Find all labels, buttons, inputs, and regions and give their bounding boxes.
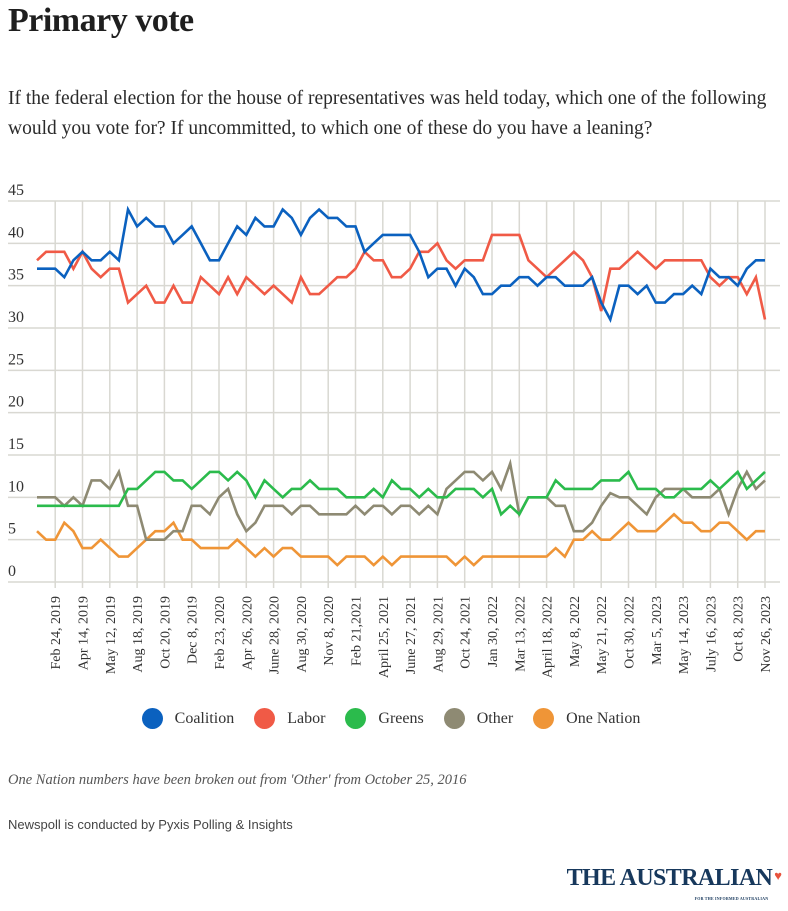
x-tick-label: April 18, 2022: [541, 596, 556, 678]
y-tick-label: 0: [8, 563, 16, 580]
australia-map-icon: ♥: [774, 868, 782, 883]
x-tick-label: May 12, 2019: [104, 596, 119, 674]
source-note: Newspoll is conducted by Pyxis Polling &…: [8, 817, 293, 832]
x-tick-label: Nov 26, 2023: [759, 596, 774, 673]
x-tick-label: April 25, 2021: [377, 596, 392, 678]
y-tick-label: 15: [8, 436, 24, 453]
series-lines: [36, 205, 767, 567]
x-gridlines: [54, 201, 766, 588]
x-tick-label: Jan 30, 2022: [486, 596, 501, 667]
x-tick-label: Feb 21,2021: [350, 596, 365, 666]
x-tick-label: Mar 13, 2022: [513, 596, 528, 672]
legend-label: Labor: [287, 709, 326, 727]
logo-tagline: FOR THE INFORMED AUSTRALIAN: [694, 896, 769, 901]
legend-item-coalition[interactable]: Coalition: [141, 708, 235, 729]
legend-item-other[interactable]: Other: [443, 708, 514, 729]
y-tick-label: 25: [8, 351, 24, 368]
series-line-other: [37, 458, 766, 541]
legend-label: One Nation: [566, 709, 641, 727]
y-tick-label: 30: [8, 309, 24, 326]
x-tick-label: Apr 26, 2020: [240, 596, 255, 670]
x-tick-label: Aug 30, 2020: [295, 596, 310, 673]
line-chart: 0 5 10 15 20 25 30 35 40 45 Feb 24, 2019 Apr 14, 2…: [8, 182, 780, 678]
series-line-labor: [36, 233, 767, 320]
legend-dot-labor-icon: [254, 708, 276, 729]
legend-item-one-nation[interactable]: One Nation: [533, 708, 640, 729]
x-tick-label: Aug 29, 2021: [431, 596, 446, 673]
series-line-coalition: [37, 205, 765, 323]
legend-dot-greens-icon: [345, 708, 367, 729]
legend-label: Coalition: [174, 709, 235, 727]
legend-dot-one-nation-icon: [533, 708, 555, 729]
series-line-one-nation: [36, 512, 765, 567]
x-tick-label: Aug 18, 2019: [131, 596, 146, 673]
x-tick-label: Oct 8, 2023: [732, 596, 747, 662]
y-tick-label: 5: [8, 521, 16, 538]
legend-label: Greens: [378, 709, 424, 727]
x-tick-label: Oct 30, 2022: [623, 596, 638, 669]
x-tick-label: Mar 5, 2023: [650, 596, 665, 665]
y-axis-ticks: 0 5 10 15 20 25 30 35 40 45: [8, 182, 24, 580]
x-tick-label: June 28, 2020: [268, 596, 283, 674]
x-tick-label: Oct 24, 2021: [459, 596, 474, 669]
x-tick-label: Apr 14, 2019: [77, 596, 92, 670]
x-tick-label: Oct 20, 2019: [158, 596, 173, 669]
x-tick-label: May 8, 2022: [568, 596, 583, 667]
chart-legend: Coalition Labor Greens Other One Nation: [0, 708, 788, 729]
y-tick-label: 35: [8, 267, 24, 284]
x-tick-label: July 16, 2023: [704, 596, 719, 672]
series-line-greens: [37, 469, 766, 517]
y-tick-label: 20: [8, 394, 24, 411]
x-tick-label: Feb 24, 2019: [49, 596, 64, 670]
chart-title: Primary vote: [8, 2, 194, 39]
x-tick-label: Dec 8, 2019: [186, 596, 201, 664]
legend-item-labor[interactable]: Labor: [254, 708, 325, 729]
x-tick-label: June 27, 2021: [404, 596, 419, 674]
chart-subtitle: If the federal election for the house of…: [8, 88, 767, 139]
y-tick-label: 45: [8, 182, 24, 199]
publisher-logo[interactable]: THE AUSTRALIAN FOR THE INFORMED AUSTRALIA…: [567, 866, 782, 901]
logo-wordmark: THE AUSTRALIAN FOR THE INFORMED AUSTRALIA…: [567, 866, 773, 901]
legend-dot-other-icon: [443, 708, 465, 729]
x-tick-label: Nov 8, 2020: [322, 596, 337, 666]
footnote: One Nation numbers have been broken out …: [8, 772, 467, 788]
x-tick-label: Feb 23, 2020: [213, 596, 228, 670]
y-tick-label: 40: [8, 224, 24, 241]
legend-item-greens[interactable]: Greens: [345, 708, 424, 729]
legend-dot-coalition-icon: [141, 708, 163, 729]
y-tick-label: 10: [8, 478, 24, 495]
x-tick-label: May 21, 2022: [595, 596, 610, 674]
legend-label: Other: [476, 709, 514, 727]
x-tick-label: May 14, 2023: [677, 596, 692, 674]
x-axis-ticks: Feb 24, 2019 Apr 14, 2019 May 12, 2019 Aug …: [49, 596, 774, 678]
